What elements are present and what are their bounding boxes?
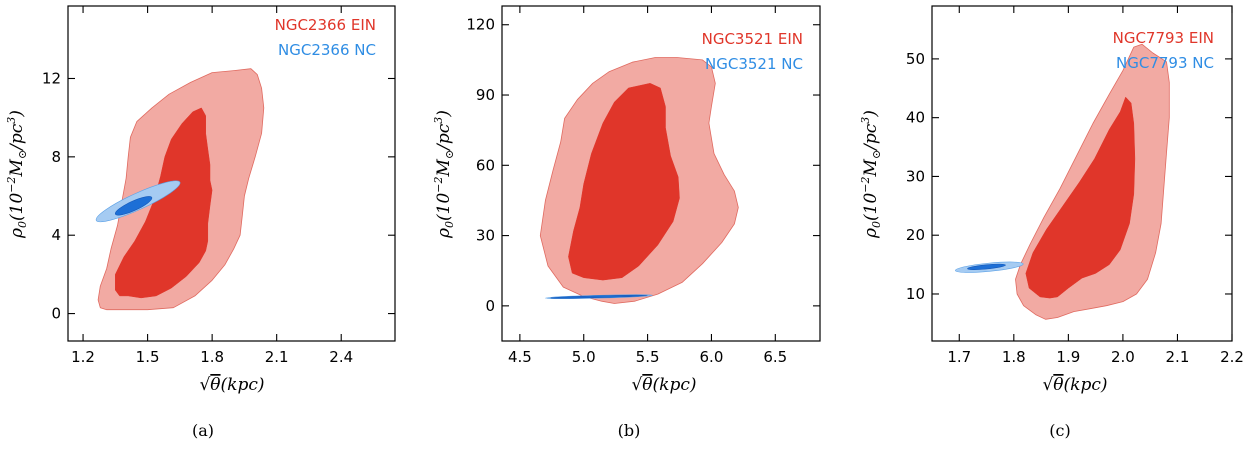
x-tick-label: 2.4 [329,348,353,366]
x-tick-label: 1.9 [1056,348,1080,366]
y-tick-label: 50 [906,50,925,68]
panel-c: 1.7 1.8 1.9 2.0 2.1 2.2 10 20 30 40 50 NGC7793 EIN… [859,5,1244,440]
x-tick-label: 2.0 [1111,348,1135,366]
ein-inner-contour [568,83,680,281]
x-tick-label: 5.5 [636,348,660,366]
svg-text:√θ(kpc): √θ(kpc) [199,375,264,395]
svg-text:ρ0(10−2M⊙/pc3): ρ0(10−2M⊙/pc3) [5,110,29,239]
x-axis-label: √θ(kpc) [631,375,696,395]
panel-a: 1.2 1.5 1.8 2.1 2.4 0 4 8 12 NGC2366 EIN NGC2366… [5,5,396,440]
y-tick-label: 4 [51,226,61,244]
legend-ein-label: NGC3521 EIN [702,30,803,48]
plot-frame [931,5,1233,342]
y-tick-label: 0 [485,297,495,315]
y-tick-label: 40 [906,109,925,127]
y-axis-label: ρ0(10−2M⊙/pc3) [859,110,883,239]
legend-ein-label: NGC2366 EIN [275,16,376,34]
legend: NGC3521 EIN NGC3521 NC [702,30,803,73]
nc-inner-contour [114,196,153,216]
svg-text:√θ(kpc): √θ(kpc) [631,375,696,395]
plot-area [95,68,265,311]
y-tick-label: 120 [466,16,495,34]
x-tick-label: 6.5 [763,348,787,366]
x-tick-label: 1.8 [1002,348,1026,366]
y-tick-label: 60 [476,156,495,174]
x-tick-label: 2.1 [1166,348,1190,366]
y-tick-label: 30 [906,167,925,185]
axis-ticks: 1.2 1.5 1.8 2.1 2.4 0 4 8 12 [42,6,395,366]
x-axis-label: √θ(kpc) [1042,375,1107,395]
x-tick-label: 2.2 [1220,348,1244,366]
x-tick-label: 2.1 [265,348,289,366]
plot-frame [501,5,821,342]
ein-inner-contour [1025,96,1136,299]
panel-caption: (c) [1049,421,1070,440]
y-tick-label: 30 [476,227,495,245]
y-tick-label: 90 [476,86,495,104]
plot-area [955,43,1170,320]
svg-text:ρ0(10−2M⊙/pc3): ρ0(10−2M⊙/pc3) [859,110,883,239]
x-tick-label: 4.5 [508,348,532,366]
x-tick-label: 1.5 [136,348,160,366]
x-tick-label: 1.8 [200,348,224,366]
ein-inner-contour [115,107,213,299]
nc-inner-contour [967,263,1006,270]
axis-ticks: 4.5 5.0 5.5 6.0 6.5 0 30 60 90 120 [466,6,820,366]
y-axis-label: ρ0(10−2M⊙/pc3) [5,110,29,239]
y-tick-label: 20 [906,226,925,244]
panel-caption: (b) [618,421,641,440]
legend-nc-label: NGC2366 NC [278,41,376,59]
y-tick-label: 0 [51,305,61,323]
legend: NGC2366 EIN NGC2366 NC [275,16,376,59]
y-axis-label: ρ0(10−2M⊙/pc3) [432,110,456,239]
x-tick-label: 1.7 [947,348,971,366]
panel-b: 4.5 5.0 5.5 6.0 6.5 0 30 60 90 120 NGC3521 EIN NG… [432,5,821,440]
svg-text:ρ0(10−2M⊙/pc3): ρ0(10−2M⊙/pc3) [432,110,456,239]
x-axis-label: √θ(kpc) [199,375,264,395]
plot-area [539,57,739,304]
x-tick-label: 5.0 [572,348,596,366]
axis-ticks: 1.7 1.8 1.9 2.0 2.1 2.2 10 20 30 40 50 [906,6,1244,366]
svg-text:√θ(kpc): √θ(kpc) [1042,375,1107,395]
x-tick-label: 6.0 [700,348,724,366]
panel-caption: (a) [192,421,214,440]
legend-ein-label: NGC7793 EIN [1113,29,1214,47]
y-tick-label: 10 [906,285,925,303]
y-tick-label: 8 [51,148,61,166]
legend: NGC7793 EIN NGC7793 NC [1113,29,1214,72]
legend-nc-label: NGC7793 NC [1116,54,1214,72]
y-tick-label: 12 [42,69,61,87]
nc-inner-contour [550,294,648,299]
x-tick-label: 1.2 [71,348,95,366]
legend-nc-label: NGC3521 NC [705,55,803,73]
plot-frame [67,5,396,342]
